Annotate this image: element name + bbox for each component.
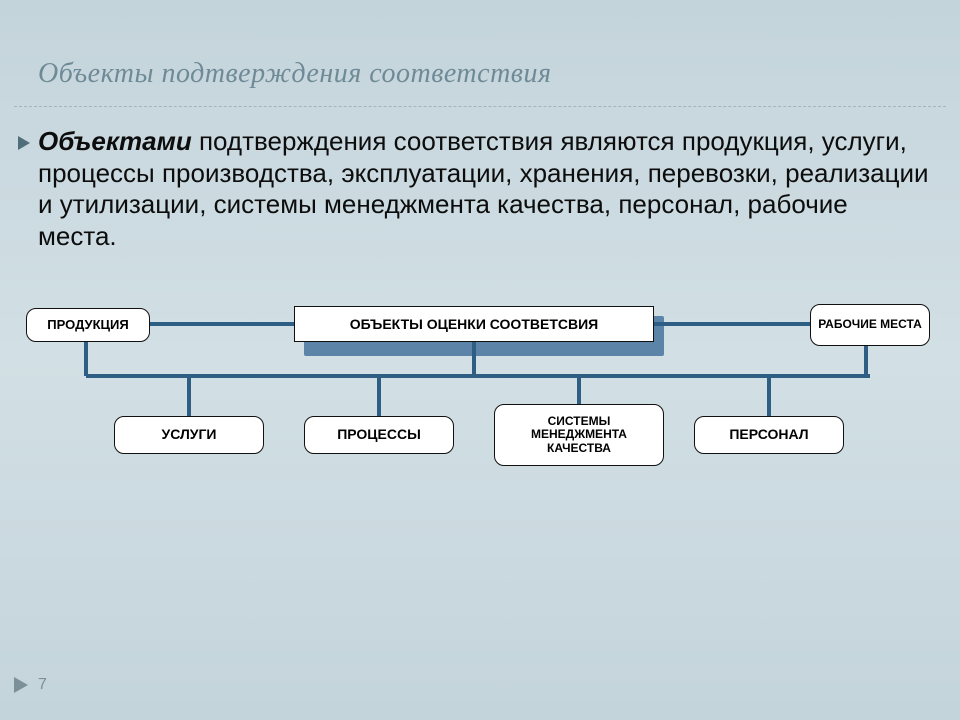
title-divider: [14, 106, 946, 107]
node-personal: ПЕРСОНАЛ: [694, 416, 844, 454]
connector-bus: [86, 374, 870, 378]
slide-footer: 7: [14, 676, 47, 694]
node-uslugi: УСЛУГИ: [114, 416, 264, 454]
connector-drop: [377, 376, 381, 416]
node-produkciya: ПРОДУКЦИЯ: [26, 308, 150, 342]
node-smk: СИСТЕМЫ МЕНЕДЖМЕНТА КАЧЕСТВА: [494, 404, 664, 466]
bullet-icon: [18, 136, 30, 150]
org-diagram: ОБЪЕКТЫ ОЦЕНКИ СООТВЕТСВИЯ ПРОДУКЦИЯ РАБОЧ…: [14, 298, 944, 488]
connector-h: [654, 322, 810, 326]
node-rabochie: РАБОЧИЕ МЕСТА: [810, 304, 930, 346]
body-lead: Объектами: [38, 126, 192, 156]
connector-drop: [577, 376, 581, 404]
slide-title: Объекты подтверждения соответствия: [38, 58, 551, 90]
central-node: ОБЪЕКТЫ ОЦЕНКИ СООТВЕТСВИЯ: [294, 306, 654, 342]
footer-arrow-icon: [14, 677, 28, 693]
body-paragraph: Объектами подтверждения соответствия явл…: [38, 126, 930, 253]
page-number: 7: [38, 676, 47, 694]
connector-h: [150, 322, 294, 326]
connector-trunk: [472, 342, 476, 376]
connector-drop: [187, 376, 191, 416]
node-processy: ПРОЦЕССЫ: [304, 416, 454, 454]
connector-drop: [767, 376, 771, 416]
